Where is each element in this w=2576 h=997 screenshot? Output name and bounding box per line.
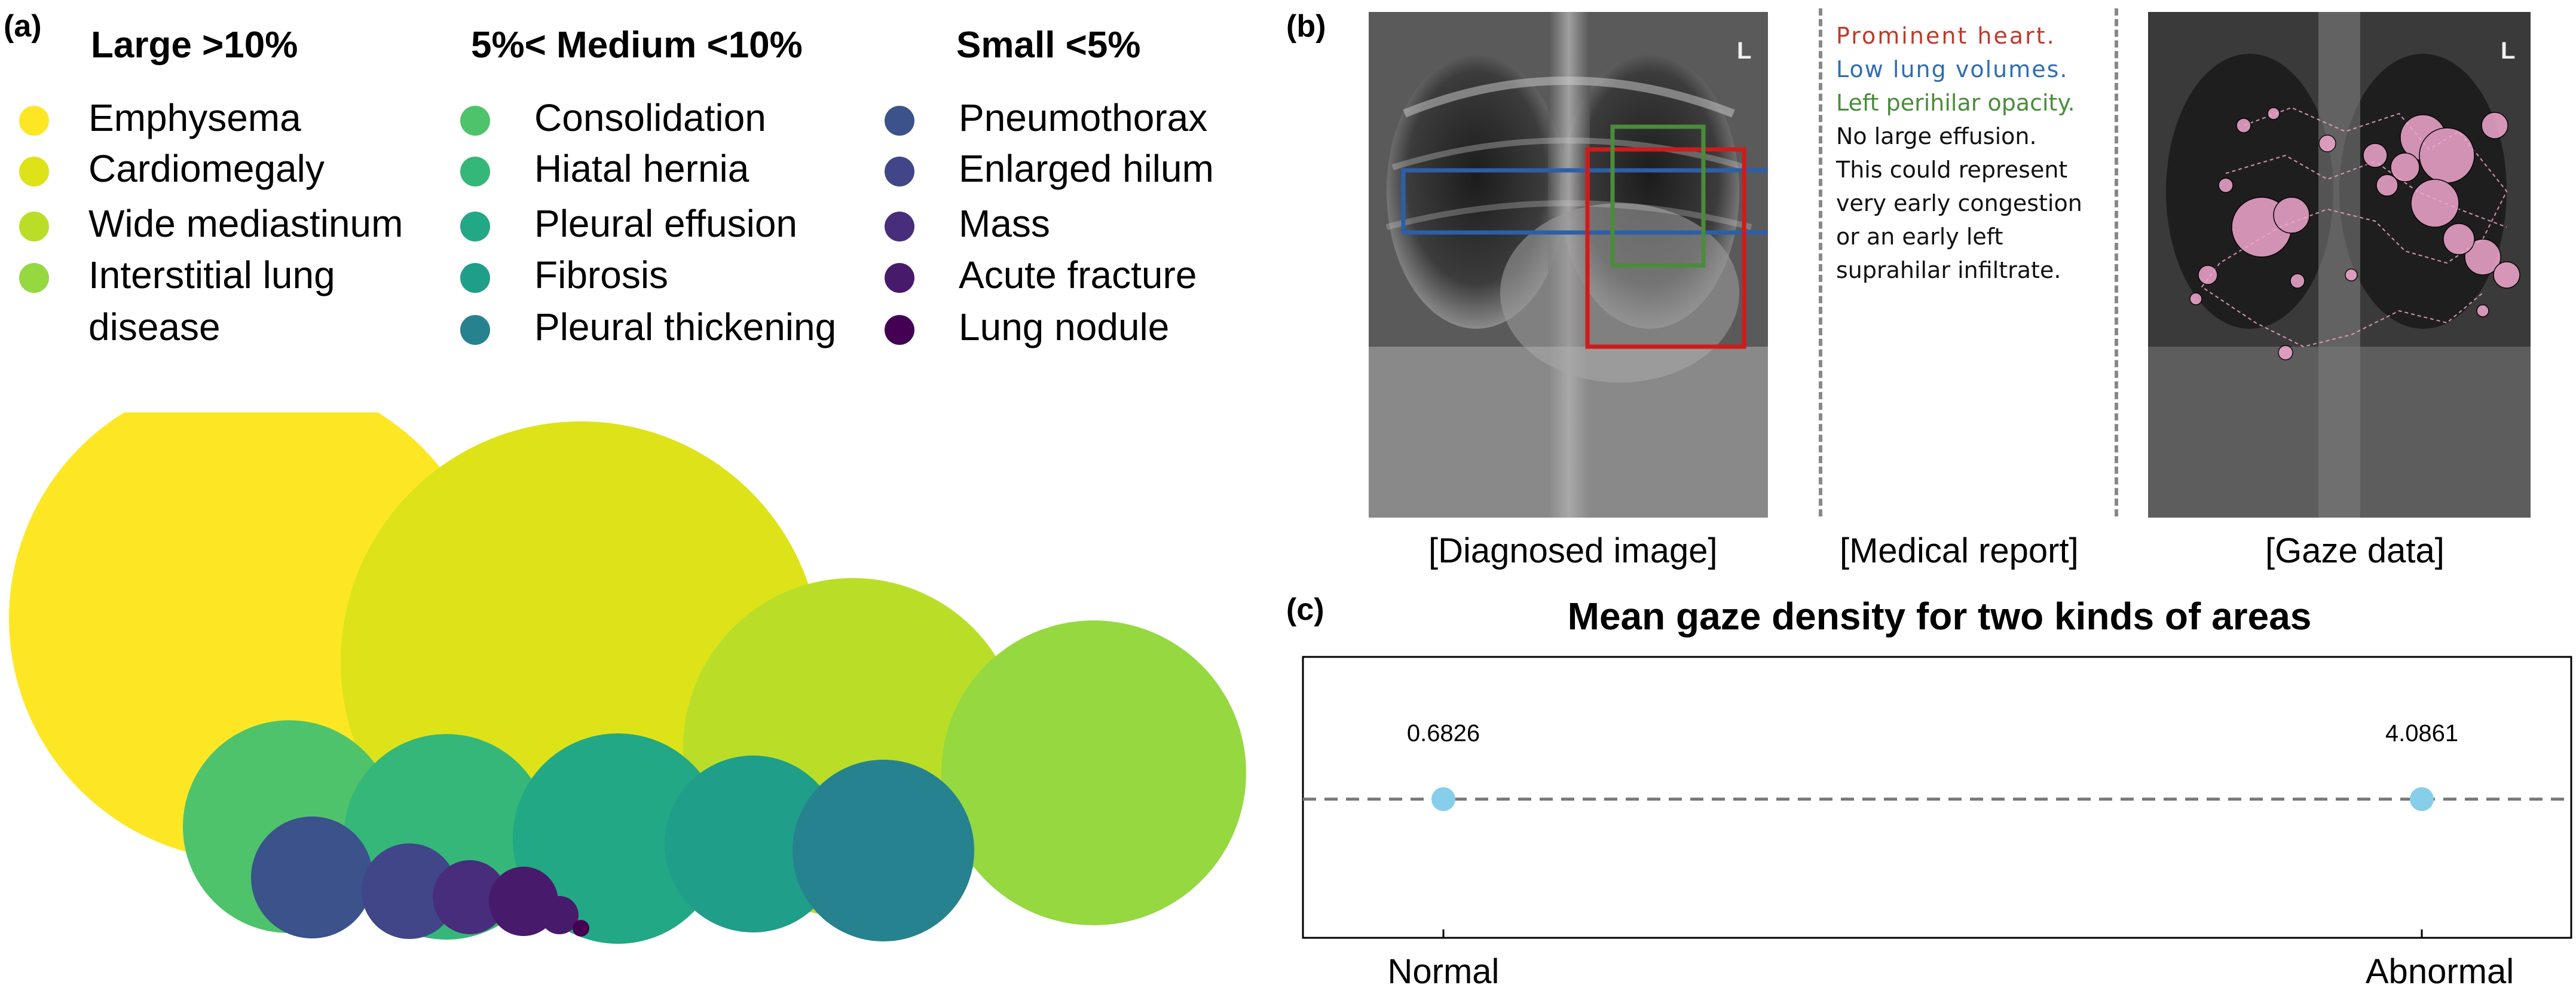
gaze-density-chart: Mean gaze density for two kinds of areas… [1302,595,2572,991]
bubble-mass [433,860,507,934]
report-line-4: No large effusion. [1836,123,2037,149]
green-box-left-perihilar-opacity [1610,124,1706,268]
separator-right [2115,8,2118,516]
x-tick-label-abnormal: Abnormal [2366,952,2514,991]
legend-label: Pleural effusion [534,202,797,245]
value-label-abnormal: 4.0861 [2385,720,2458,747]
legend-swatch [19,106,49,136]
bubble-lung-nodule-1 [540,896,579,934]
bubble-pneumothorax [251,816,373,938]
legend-swatch [885,315,914,345]
legend-swatch [19,157,49,186]
legend-label: Cardiomegaly [88,147,325,190]
data-point-normal [1431,787,1455,811]
gaze-scanpath [2201,106,2508,348]
legend-label: Mass [959,202,1050,245]
chart-frame [1302,656,2572,939]
legend-label: Pleural thickening [534,305,837,348]
gaze-side-marker: L [2501,38,2515,64]
legend-label: Interstitial lung [88,253,335,296]
legend-swatch [885,212,914,241]
legend-label: Acute fracture [959,253,1197,296]
legend-header-1: Large >10% [91,25,298,66]
legend-label: Pneumothorax [959,96,1208,139]
bubble-pleural-thickening [793,760,974,941]
legend-swatch [885,106,914,136]
red-box-prominent-heart [1585,147,1746,349]
report-line-6: very early congestion [1836,190,2082,216]
legend-swatch [460,315,490,345]
xray-side-marker: L [1737,38,1751,64]
legend-label: Fibrosis [534,253,669,296]
value-label-normal: 0.6826 [1407,720,1480,747]
bubble-lung-nodule-2 [573,920,589,937]
legend-swatch [460,157,490,186]
caption-diagnosed-image: [Diagnosed image] [1428,531,1718,570]
chart-title: Mean gaze density for two kinds of areas [1568,595,2312,638]
bubble-enlarged-hilum [362,843,457,939]
legend-header-3: Small <5% [956,25,1141,66]
gaze-fixations [2189,107,2520,360]
report-line-3: Left perihilar opacity. [1836,90,2075,116]
bubble-pleural-effusion [513,733,723,944]
legend-swatch [19,263,49,293]
legend-swatch [460,263,490,293]
bubble-interstitial-lung-disease [941,620,1246,925]
panel-a-tag: (a) [4,9,42,44]
report-line-5: This could represent [1836,157,2068,183]
panel-b-tag: (b) [1286,9,1326,44]
x-tick-label-normal: Normal [1388,952,1500,991]
bubble-fibrosis [665,756,842,932]
diagnosed-xray-image: L [1369,12,1768,518]
medical-report: Prominent heart. Low lung volumes. Left … [1836,19,2104,287]
legend-label: Enlarged hilum [959,147,1214,190]
panel-c-tag: (c) [1286,592,1324,627]
separator-left [1819,8,1822,516]
report-line-1: Prominent heart. [1836,23,2056,49]
legend-header-2: 5%< Medium <10% [471,25,803,66]
legend-label: disease [88,305,221,348]
bubble-chart [9,412,1246,944]
blue-box-low-lung-volumes [1401,168,1768,235]
legend-swatch [460,212,490,241]
legend-label: Emphysema [88,96,301,139]
legend-label: Lung nodule [959,305,1170,348]
legend-swatch [885,157,914,186]
gaze-xray-image: L [2148,12,2531,518]
legend-swatch [19,212,49,241]
caption-medical-report: [Medical report] [1840,531,2079,570]
legend-swatch [885,263,914,293]
report-line-7: or an early left [1836,224,2003,250]
caption-gaze-data: [Gaze data] [2265,531,2445,570]
legend-swatch [460,106,490,136]
data-point-abnormal [2410,787,2434,811]
report-line-2: Low lung volumes. [1836,56,2069,82]
legend-label: Wide mediastinum [88,202,403,245]
legend-label: Consolidation [534,96,766,139]
report-line-8: suprahilar infiltrate. [1836,257,2061,283]
legend-label: Hiatal hernia [534,147,749,190]
